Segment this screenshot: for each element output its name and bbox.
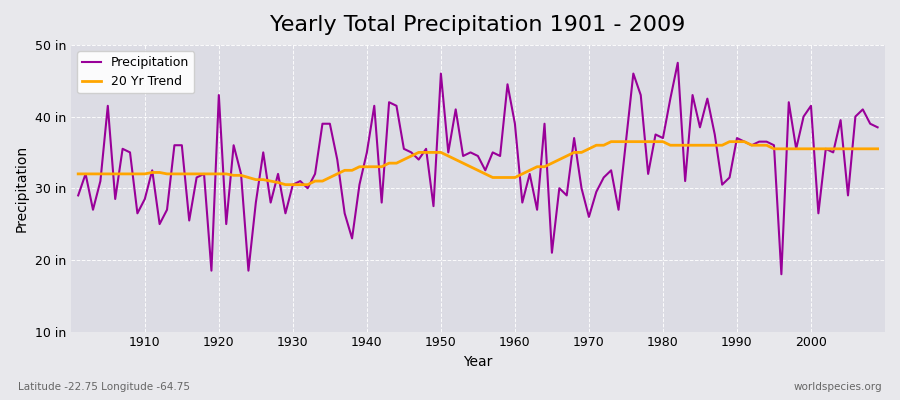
Line: Precipitation: Precipitation (78, 63, 878, 274)
20 Yr Trend (302, 182, 313, 187)
20 Yr Trend (346, 168, 357, 173)
20 Yr Trend (517, 172, 527, 176)
Text: Latitude -22.75 Longitude -64.75: Latitude -22.75 Longitude -64.75 (18, 382, 190, 392)
Precipitation (339, 211, 350, 216)
Precipitation (509, 121, 520, 126)
Precipitation (872, 125, 883, 130)
20 Yr Trend (606, 139, 616, 144)
20 Yr Trend (613, 139, 624, 144)
Y-axis label: Precipitation: Precipitation (15, 145, 29, 232)
20 Yr Trend (509, 175, 520, 180)
Title: Yearly Total Precipitation 1901 - 2009: Yearly Total Precipitation 1901 - 2009 (270, 15, 686, 35)
Precipitation (295, 179, 306, 184)
Precipitation (132, 211, 143, 216)
Precipitation (73, 193, 84, 198)
Legend: Precipitation, 20 Yr Trend: Precipitation, 20 Yr Trend (77, 51, 194, 93)
Line: 20 Yr Trend: 20 Yr Trend (78, 142, 878, 185)
20 Yr Trend (73, 172, 84, 176)
20 Yr Trend (872, 146, 883, 151)
X-axis label: Year: Year (464, 355, 492, 369)
Precipitation (502, 82, 513, 87)
Text: worldspecies.org: worldspecies.org (794, 382, 882, 392)
Precipitation (672, 60, 683, 65)
Precipitation (776, 272, 787, 277)
20 Yr Trend (132, 172, 143, 176)
Precipitation (598, 175, 609, 180)
20 Yr Trend (280, 182, 291, 187)
